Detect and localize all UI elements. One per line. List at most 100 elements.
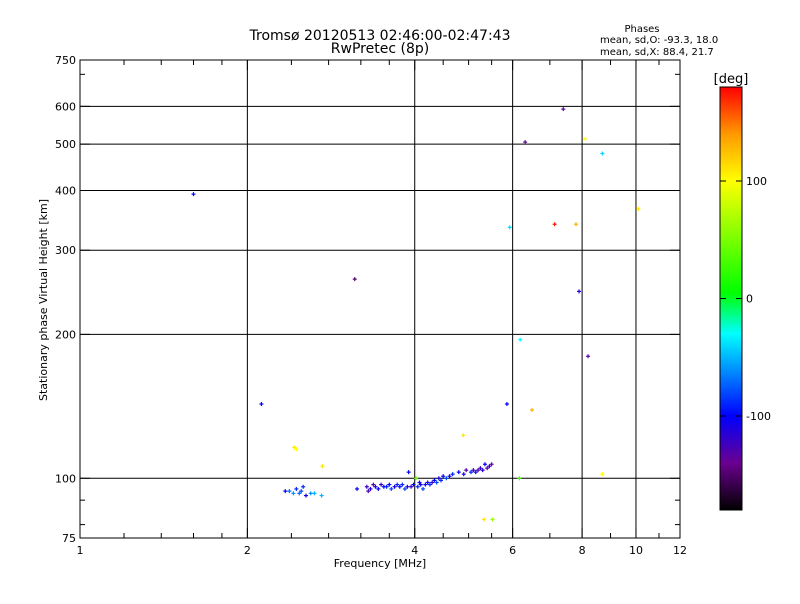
data-point <box>191 192 196 197</box>
colorbar-ticks: 100 0 -100 <box>720 175 771 423</box>
data-point <box>319 493 324 498</box>
data-point <box>308 491 313 496</box>
y-tick-label: 500 <box>55 138 76 151</box>
data-point <box>473 470 478 475</box>
data-point <box>432 478 437 483</box>
data-point <box>320 464 325 469</box>
y-tick-label: 400 <box>55 184 76 197</box>
grid-lines <box>80 60 680 538</box>
data-point <box>504 402 509 407</box>
data-point <box>387 482 392 487</box>
data-point <box>529 407 534 412</box>
phases-title: Phases <box>624 24 659 35</box>
x-tick-label: 6 <box>509 544 516 557</box>
data-point <box>400 482 405 487</box>
data-point <box>487 464 492 469</box>
data-point <box>299 489 304 494</box>
y-tick-label: 750 <box>55 54 76 67</box>
data-point <box>507 225 512 230</box>
data-point <box>294 447 299 452</box>
data-point <box>395 482 400 487</box>
data-point <box>389 486 394 491</box>
data-point <box>490 517 495 522</box>
data-point <box>436 476 441 481</box>
data-point <box>450 472 455 477</box>
data-point <box>384 484 389 489</box>
data-point <box>259 402 264 407</box>
y-tick-label: 200 <box>55 328 76 341</box>
data-point <box>439 478 444 483</box>
data-point <box>418 482 423 487</box>
data-point <box>376 486 381 491</box>
data-point <box>379 482 384 487</box>
x-axis-label: Frequency [MHz] <box>334 557 426 570</box>
y-tick-label: 300 <box>55 244 76 257</box>
data-point <box>447 474 452 479</box>
data-point <box>301 484 306 489</box>
data-point <box>478 466 483 471</box>
data-point <box>583 136 588 141</box>
data-point <box>417 480 422 485</box>
x-tick-label: 2 <box>244 544 251 557</box>
phases-line-x: mean, sd,X: 88.4, 21.7 <box>600 47 714 58</box>
y-axis-label: Stationary phase Virtual Height [km] <box>37 199 50 401</box>
data-point <box>444 476 449 481</box>
colorbar-tick-label: -100 <box>746 410 771 423</box>
data-point <box>312 491 317 496</box>
data-point <box>406 470 411 475</box>
data-point <box>430 480 435 485</box>
data-point <box>291 491 296 496</box>
data-points <box>191 107 641 522</box>
data-point <box>413 476 418 481</box>
plot-frame <box>79 59 681 539</box>
data-point <box>480 468 485 473</box>
data-point <box>287 489 292 494</box>
data-point <box>304 493 309 498</box>
data-point <box>415 484 420 489</box>
data-point <box>552 222 557 227</box>
data-point <box>409 484 414 489</box>
data-point <box>523 140 528 145</box>
data-point <box>366 489 371 494</box>
chart-title: Tromsø 20120513 02:46:00-02:47:43 <box>249 28 511 44</box>
data-point <box>397 484 402 489</box>
phases-line-o: mean, sd,O: -93.3, 18.0 <box>600 35 718 46</box>
y-tick-label: 100 <box>55 472 76 485</box>
data-point <box>371 482 376 487</box>
y-tick-label: 600 <box>55 100 76 113</box>
data-point <box>297 491 302 496</box>
data-point <box>600 151 605 156</box>
data-point <box>461 433 466 438</box>
colorbar-tick-label: 100 <box>746 175 767 188</box>
data-point <box>461 472 466 477</box>
data-point <box>485 466 490 471</box>
data-point <box>402 486 407 491</box>
data-point <box>427 482 432 487</box>
data-point <box>423 482 428 487</box>
data-point <box>283 489 288 494</box>
data-point <box>405 484 410 489</box>
data-point <box>573 222 578 227</box>
data-point <box>636 206 641 211</box>
data-point <box>482 462 487 467</box>
data-point <box>434 480 439 485</box>
data-point <box>476 468 481 473</box>
colorbar-tick-label: 0 <box>746 293 753 306</box>
data-point <box>600 472 605 477</box>
data-point <box>368 486 373 491</box>
data-point <box>464 468 469 473</box>
chart-subtitle: RwPretec (8p) <box>331 41 429 57</box>
data-point <box>561 107 566 112</box>
x-tick-label: 12 <box>673 544 687 557</box>
data-point <box>421 486 426 491</box>
x-tick-label: 8 <box>579 544 586 557</box>
data-point <box>373 484 378 489</box>
data-point <box>441 474 446 479</box>
x-tick-label: 1 <box>77 544 84 557</box>
data-point <box>355 486 360 491</box>
data-point <box>482 517 487 522</box>
data-point <box>294 486 299 491</box>
y-tick-label: 75 <box>62 532 76 545</box>
data-point <box>456 470 461 475</box>
